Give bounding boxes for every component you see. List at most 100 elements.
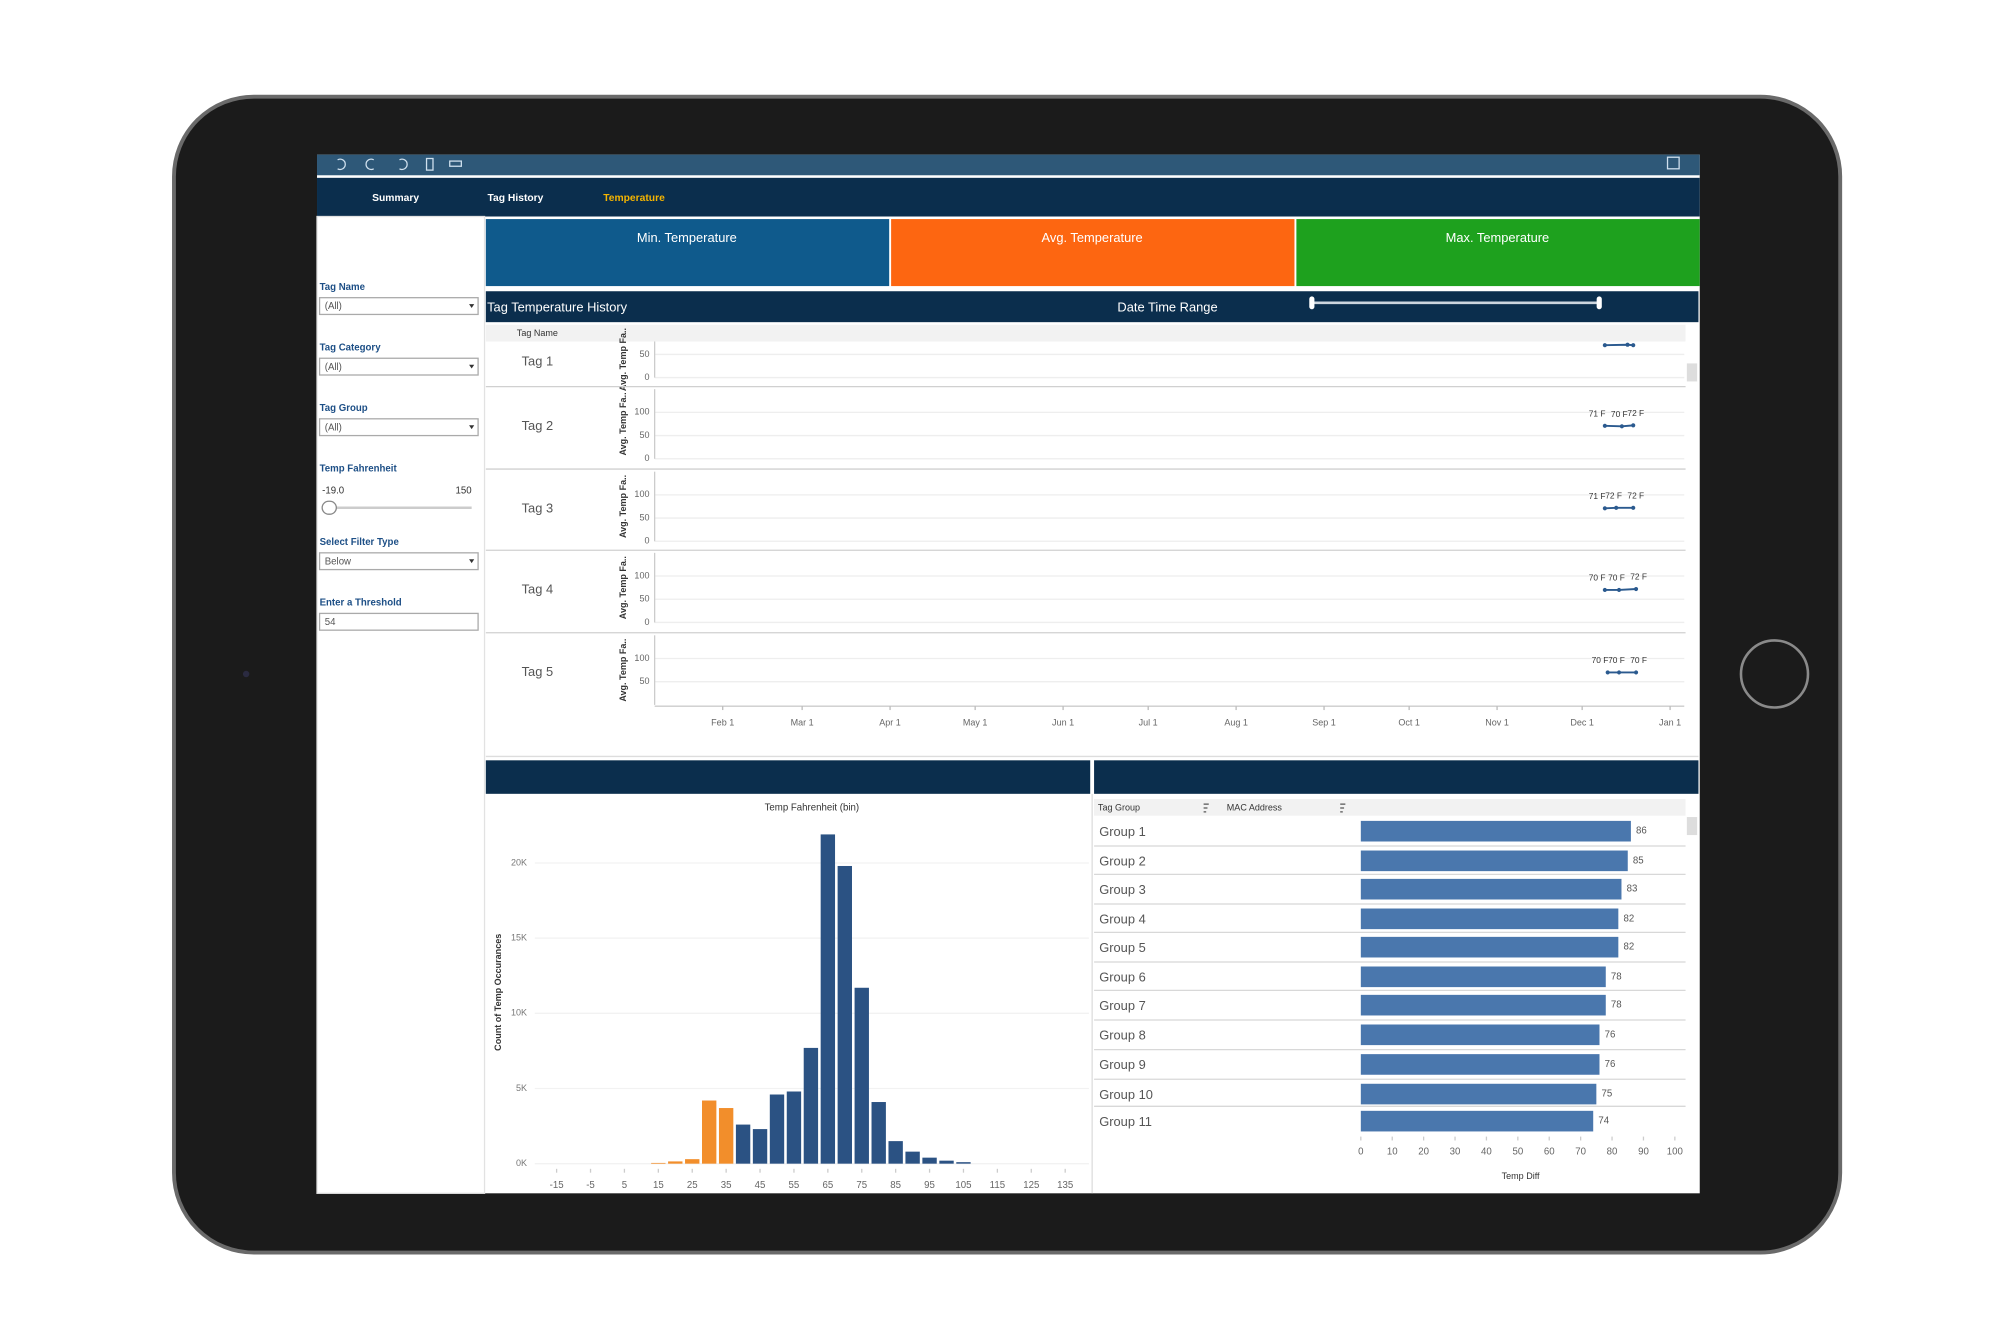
histogram-bar <box>820 834 836 1164</box>
y-axis-label: Avg. Temp Fa.. <box>618 392 628 455</box>
value-label: 83 <box>1627 884 1638 895</box>
dropdown-arrow[interactable] <box>469 364 475 369</box>
value-label: 71 F <box>1589 491 1606 501</box>
home-button[interactable] <box>1739 639 1810 709</box>
filter-box[interactable] <box>318 357 479 376</box>
value-label: 72 F <box>1627 490 1644 500</box>
chart-title: Temp Fahrenheit (bin) <box>765 803 859 814</box>
x-tick-label: 45 <box>755 1180 766 1191</box>
range-slider-handle[interactable] <box>1309 296 1315 310</box>
filter-label: Select Filter Type <box>320 537 400 548</box>
device-icon[interactable] <box>449 160 462 167</box>
value-label: 71 F <box>1589 408 1606 418</box>
histogram-bar <box>888 1141 903 1164</box>
sort-icon[interactable] <box>1203 803 1209 813</box>
dropdown-arrow[interactable] <box>469 304 475 308</box>
row-label: Tag 1 <box>522 354 553 369</box>
column-header: MAC Address <box>1227 802 1283 812</box>
x-tick-label: 75 <box>856 1180 867 1191</box>
nav-tab[interactable]: Tag History <box>488 193 544 204</box>
filter-box[interactable] <box>318 612 479 631</box>
redo-icon[interactable] <box>365 158 375 171</box>
filter-value: (All) <box>325 362 342 373</box>
x-tick-label: Dec 1 <box>1570 717 1594 727</box>
row-label: Group 9 <box>1099 1057 1146 1072</box>
dropdown-arrow[interactable] <box>469 425 475 430</box>
bar <box>1360 936 1619 958</box>
value-label: 72 F <box>1605 490 1622 500</box>
value-label: 70 F <box>1608 573 1625 583</box>
y-tick-label: 50 <box>639 594 649 604</box>
scrollbar[interactable] <box>1686 817 1698 836</box>
filter-label: Enter a Threshold <box>320 598 402 609</box>
nav-tab[interactable]: Temperature <box>603 193 665 204</box>
y-tick-label: 100 <box>634 570 649 580</box>
value-label: 85 <box>1633 855 1644 866</box>
range-slider-handle[interactable] <box>1596 296 1602 310</box>
toolbar-icons <box>337 156 1680 171</box>
x-tick-label: 60 <box>1544 1147 1555 1158</box>
filter-value: 54 <box>325 617 336 628</box>
x-tick-label: 85 <box>890 1180 901 1191</box>
row-label: Tag 4 <box>522 582 553 597</box>
histogram-bar <box>651 1162 666 1164</box>
histogram-bar <box>922 1157 937 1164</box>
x-tick-label: 105 <box>955 1180 971 1191</box>
x-tick-label: 30 <box>1450 1147 1461 1158</box>
fullscreen-icon[interactable] <box>1666 156 1680 170</box>
panel-title: Tag Temperature History <box>487 299 628 314</box>
bar-header <box>1094 760 1699 794</box>
row-label: Group 2 <box>1099 854 1146 869</box>
value-label: 70 F <box>1589 573 1606 583</box>
row-label: Group 6 <box>1099 970 1146 985</box>
y-tick-label: 20K <box>511 857 527 867</box>
camera <box>242 670 250 678</box>
histogram-bar <box>803 1047 819 1164</box>
filter-box[interactable] <box>318 418 479 437</box>
y-tick-label: 50 <box>639 430 649 440</box>
bar <box>1360 1024 1600 1046</box>
sort-icon[interactable] <box>1340 803 1346 813</box>
value-label: 76 <box>1605 1059 1616 1070</box>
range-label: Date Time Range <box>1117 299 1217 314</box>
histogram-bar <box>752 1129 768 1164</box>
x-tick-label: Aug 1 <box>1224 717 1248 727</box>
kpi-tile <box>1296 219 1700 287</box>
pause-icon[interactable] <box>425 157 434 171</box>
y-axis-label: Count of Temp Occurances <box>493 934 503 1051</box>
filter-box[interactable] <box>318 297 479 316</box>
point <box>1602 506 1607 511</box>
scrollbar[interactable] <box>1686 363 1698 382</box>
bar <box>1360 878 1622 900</box>
x-tick-label: Apr 1 <box>879 717 901 727</box>
y-tick-label: 15K <box>511 933 527 943</box>
x-tick-label: Feb 1 <box>711 717 734 727</box>
x-tick-label: Jun 1 <box>1052 717 1074 727</box>
histogram-bar <box>786 1091 802 1164</box>
bar <box>1360 1054 1600 1075</box>
y-tick-label: 0 <box>644 536 649 546</box>
histogram-bar <box>854 987 869 1164</box>
filter-box[interactable] <box>318 552 479 571</box>
undo-icon[interactable] <box>337 158 346 171</box>
x-tick-label: 135 <box>1057 1180 1073 1191</box>
point <box>1619 424 1624 429</box>
x-tick-label: 0 <box>1358 1147 1363 1158</box>
x-axis-label: Temp Diff <box>1502 1171 1540 1181</box>
dropdown-arrow[interactable] <box>469 559 475 564</box>
x-tick-label: May 1 <box>963 717 988 727</box>
value-label: 82 <box>1623 913 1634 924</box>
point <box>1633 670 1639 675</box>
nav-tab[interactable]: Summary <box>372 193 419 204</box>
row-label: Group 5 <box>1099 940 1146 955</box>
x-tick-label: 95 <box>924 1180 935 1191</box>
revert-icon[interactable] <box>399 158 408 171</box>
x-tick-label: 90 <box>1638 1147 1649 1158</box>
point <box>1602 343 1607 348</box>
x-tick-label: 40 <box>1481 1147 1492 1158</box>
histogram-bar <box>735 1124 751 1164</box>
bar <box>1360 994 1606 1016</box>
slider-handle[interactable] <box>321 500 337 515</box>
filter-panel <box>316 215 486 1194</box>
